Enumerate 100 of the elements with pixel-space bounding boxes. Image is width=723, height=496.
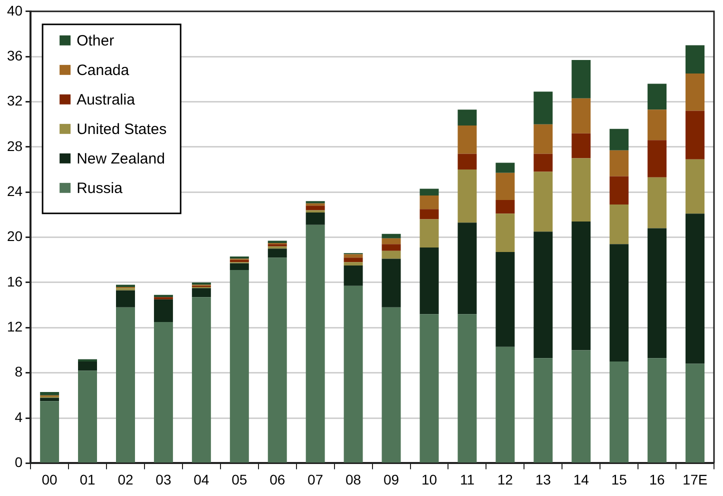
y-tick-label: 36 (6, 47, 23, 64)
x-tick-label: 17E (682, 471, 708, 488)
x-tick-label: 11 (460, 471, 475, 488)
bar (572, 158, 591, 222)
y-tick-label: 8 (14, 364, 23, 380)
bar (382, 244, 401, 251)
legend-label: New Zealand (76, 150, 165, 168)
bar (382, 307, 401, 462)
bar (686, 45, 705, 74)
y-tick-label: 24 (6, 182, 23, 199)
bar (610, 204, 629, 244)
bar (458, 125, 477, 154)
x-tick-label: 13 (535, 471, 552, 488)
bar (572, 133, 591, 158)
bar (610, 150, 629, 176)
bar (496, 346, 515, 462)
y-tick-label: 4 (14, 408, 23, 425)
y-tick-label: 0 (14, 454, 23, 470)
bar (534, 232, 553, 358)
bar (686, 214, 705, 364)
bar (154, 299, 173, 322)
bar (534, 124, 553, 154)
bar (420, 219, 439, 248)
x-tick-label: 05 (232, 471, 248, 488)
x-tick-label: 01 (80, 471, 96, 488)
bar (230, 270, 249, 462)
bar (648, 110, 667, 140)
bar (534, 172, 553, 232)
bar (230, 263, 249, 270)
bar (610, 244, 629, 362)
bar (686, 74, 705, 111)
bar (306, 206, 325, 210)
bar (344, 286, 363, 462)
x-tick-label: 07 (308, 471, 324, 488)
bar (572, 221, 591, 350)
bar (610, 128, 629, 150)
bar (648, 84, 667, 110)
x-tick-label: 15 (611, 471, 628, 488)
bar (458, 222, 477, 314)
x-tick-label: 06 (270, 471, 286, 488)
bar (268, 258, 287, 462)
legend-label: Canada (76, 62, 130, 80)
bar (40, 398, 60, 402)
bar (610, 176, 629, 205)
bar (458, 170, 477, 223)
bar (496, 162, 515, 173)
bar (458, 110, 477, 126)
bar (40, 392, 60, 396)
legend-label: Russia (76, 180, 124, 198)
bar (648, 140, 667, 178)
bar (382, 238, 401, 244)
bar (572, 350, 591, 462)
x-tick-label: 04 (194, 471, 210, 488)
legend-label: Other (76, 32, 114, 50)
bar (686, 110, 705, 160)
bar (78, 362, 98, 371)
bar (344, 258, 363, 262)
y-tick-label: 40 (6, 2, 23, 18)
bar (420, 314, 439, 462)
bar (496, 172, 515, 200)
bar (610, 362, 629, 462)
bar (154, 322, 173, 462)
y-tick-label: 28 (6, 138, 23, 154)
bar (382, 258, 401, 308)
y-tick-label: 12 (6, 318, 23, 335)
x-tick-label: 10 (421, 471, 438, 488)
bar (306, 212, 325, 225)
bar (192, 297, 211, 462)
x-tick-label: 09 (383, 471, 400, 488)
bar (496, 200, 515, 214)
x-tick-label: 02 (118, 471, 134, 488)
bar (572, 60, 591, 98)
bar (496, 252, 515, 347)
bar (648, 177, 667, 228)
bar (686, 159, 705, 214)
bar (458, 314, 477, 462)
bar (344, 254, 363, 258)
y-tick-label: 32 (6, 92, 23, 109)
bar (382, 250, 401, 259)
bar (534, 154, 553, 172)
bar (534, 92, 553, 124)
legend-label: United States (76, 121, 167, 138)
bar (686, 364, 705, 462)
bar (534, 358, 553, 462)
x-tick-label: 16 (649, 471, 666, 488)
bar (420, 196, 439, 210)
x-tick-label: 14 (573, 471, 590, 488)
bar (496, 214, 515, 252)
x-tick-label: 12 (497, 471, 514, 488)
bar (344, 266, 363, 286)
x-tick-label: 03 (156, 471, 172, 488)
x-tick-label: 08 (346, 471, 362, 488)
bar (306, 224, 325, 462)
bar (192, 288, 211, 298)
bar (382, 234, 401, 238)
y-tick-label: 16 (6, 273, 23, 290)
bar (648, 228, 667, 358)
bar (420, 188, 439, 196)
bar (78, 370, 98, 462)
y-tick-label: 20 (6, 228, 23, 244)
